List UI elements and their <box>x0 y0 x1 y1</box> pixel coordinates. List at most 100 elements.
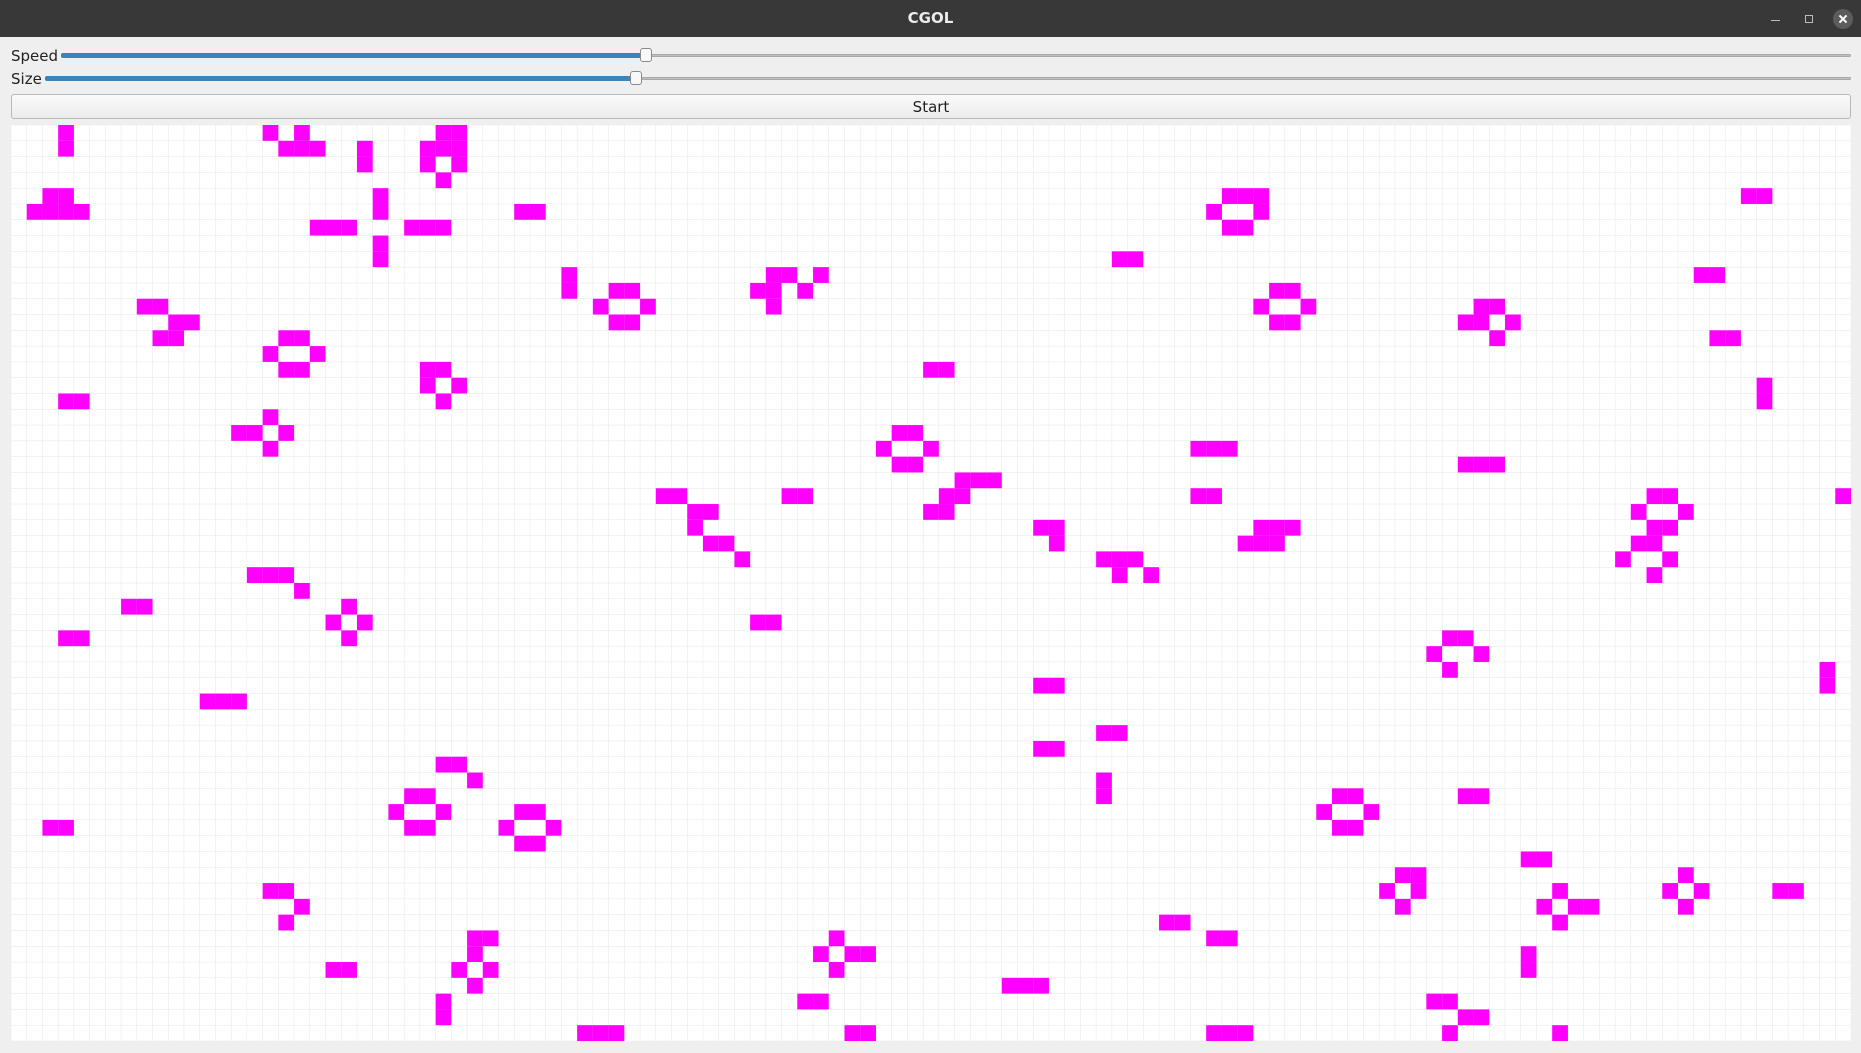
alive-cell[interactable] <box>419 361 436 378</box>
alive-cell[interactable] <box>498 819 515 836</box>
alive-cell[interactable] <box>1332 788 1348 805</box>
alive-cell[interactable] <box>1111 567 1128 583</box>
alive-cell[interactable] <box>1127 251 1144 268</box>
alive-cell[interactable] <box>262 883 279 899</box>
alive-cell[interactable] <box>372 235 389 252</box>
alive-cell[interactable] <box>765 614 782 631</box>
alive-cell[interactable] <box>1221 1025 1238 1041</box>
alive-cell[interactable] <box>702 535 719 552</box>
alive-cell[interactable] <box>797 993 814 1010</box>
alive-cell[interactable] <box>42 819 59 836</box>
alive-cell[interactable] <box>58 630 74 647</box>
alive-cell[interactable] <box>687 519 703 536</box>
alive-cell[interactable] <box>73 630 90 647</box>
alive-cell[interactable] <box>168 330 184 347</box>
alive-cell[interactable] <box>341 598 357 615</box>
alive-cell[interactable] <box>1237 188 1254 204</box>
alive-cell[interactable] <box>372 188 389 204</box>
alive-cell[interactable] <box>844 946 861 963</box>
alive-cell[interactable] <box>309 346 326 362</box>
alive-cell[interactable] <box>986 472 1002 489</box>
alive-cell[interactable] <box>1143 567 1160 583</box>
alive-cell[interactable] <box>1159 914 1175 931</box>
alive-cell[interactable] <box>970 472 987 489</box>
alive-cell[interactable] <box>451 377 468 394</box>
alive-cell[interactable] <box>435 804 452 820</box>
alive-cell[interactable] <box>1662 551 1679 568</box>
alive-cell[interactable] <box>1756 377 1773 394</box>
alive-cell[interactable] <box>1615 551 1631 568</box>
alive-cell[interactable] <box>781 488 798 505</box>
alive-cell[interactable] <box>1426 993 1443 1010</box>
alive-cell[interactable] <box>1473 1009 1490 1026</box>
alive-cell[interactable] <box>1662 519 1679 536</box>
close-icon[interactable] <box>1833 9 1853 29</box>
alive-cell[interactable] <box>1630 535 1647 552</box>
alive-cell[interactable] <box>1552 883 1568 899</box>
alive-cell[interactable] <box>1835 488 1851 505</box>
speed-slider-handle[interactable] <box>640 48 653 62</box>
alive-cell[interactable] <box>246 567 263 583</box>
alive-cell[interactable] <box>1489 456 1506 473</box>
alive-cell[interactable] <box>1520 851 1537 868</box>
alive-cell[interactable] <box>1111 251 1128 268</box>
alive-cell[interactable] <box>1221 930 1238 947</box>
alive-cell[interactable] <box>1646 488 1663 505</box>
alive-cell[interactable] <box>262 409 279 426</box>
alive-cell[interactable] <box>1332 819 1348 836</box>
alive-cell[interactable] <box>404 788 420 805</box>
alive-cell[interactable] <box>1473 314 1490 331</box>
alive-cell[interactable] <box>1096 772 1112 789</box>
alive-cell[interactable] <box>813 267 829 283</box>
alive-cell[interactable] <box>482 962 499 978</box>
alive-cell[interactable] <box>750 282 766 299</box>
alive-cell[interactable] <box>1033 977 1049 994</box>
alive-cell[interactable] <box>1253 203 1270 220</box>
alive-cell[interactable] <box>1206 440 1222 457</box>
alive-cell[interactable] <box>813 993 829 1010</box>
alive-cell[interactable] <box>467 772 483 789</box>
alive-cell[interactable] <box>1442 630 1458 647</box>
alive-cell[interactable] <box>1819 677 1836 694</box>
alive-cell[interactable] <box>325 219 342 236</box>
alive-cell[interactable] <box>797 488 814 505</box>
alive-cell[interactable] <box>608 314 625 331</box>
alive-cell[interactable] <box>1221 440 1238 457</box>
alive-cell[interactable] <box>1489 298 1506 315</box>
alive-cell[interactable] <box>1693 267 1710 283</box>
alive-cell[interactable] <box>262 346 279 362</box>
alive-cell[interactable] <box>1552 914 1568 931</box>
alive-cell[interactable] <box>1001 977 1018 994</box>
alive-cell[interactable] <box>419 140 436 157</box>
alive-cell[interactable] <box>1048 740 1065 757</box>
alive-cell[interactable] <box>435 1009 452 1026</box>
alive-cell[interactable] <box>325 962 342 978</box>
alive-cell[interactable] <box>435 993 452 1010</box>
alive-cell[interactable] <box>278 883 295 899</box>
alive-cell[interactable] <box>1442 993 1458 1010</box>
alive-cell[interactable] <box>1756 393 1773 410</box>
alive-cell[interactable] <box>514 203 530 220</box>
alive-cell[interactable] <box>467 930 483 947</box>
alive-cell[interactable] <box>58 188 74 204</box>
alive-cell[interactable] <box>608 1025 625 1041</box>
alive-cell[interactable] <box>341 219 357 236</box>
alive-cell[interactable] <box>73 393 90 410</box>
size-slider[interactable] <box>45 70 1851 88</box>
alive-cell[interactable] <box>561 282 578 299</box>
alive-cell[interactable] <box>356 156 373 173</box>
alive-cell[interactable] <box>1221 188 1238 204</box>
alive-cell[interactable] <box>1347 819 1364 836</box>
alive-cell[interactable] <box>1536 898 1553 915</box>
alive-cell[interactable] <box>891 425 908 441</box>
alive-cell[interactable] <box>73 203 90 220</box>
alive-cell[interactable] <box>1363 804 1380 820</box>
alive-cell[interactable] <box>1567 898 1584 915</box>
alive-cell[interactable] <box>860 1025 876 1041</box>
alive-cell[interactable] <box>1552 1025 1568 1041</box>
alive-cell[interactable] <box>278 140 295 157</box>
alive-cell[interactable] <box>1190 488 1207 505</box>
alive-cell[interactable] <box>1709 267 1726 283</box>
alive-cell[interactable] <box>561 267 578 283</box>
alive-cell[interactable] <box>1269 282 1285 299</box>
